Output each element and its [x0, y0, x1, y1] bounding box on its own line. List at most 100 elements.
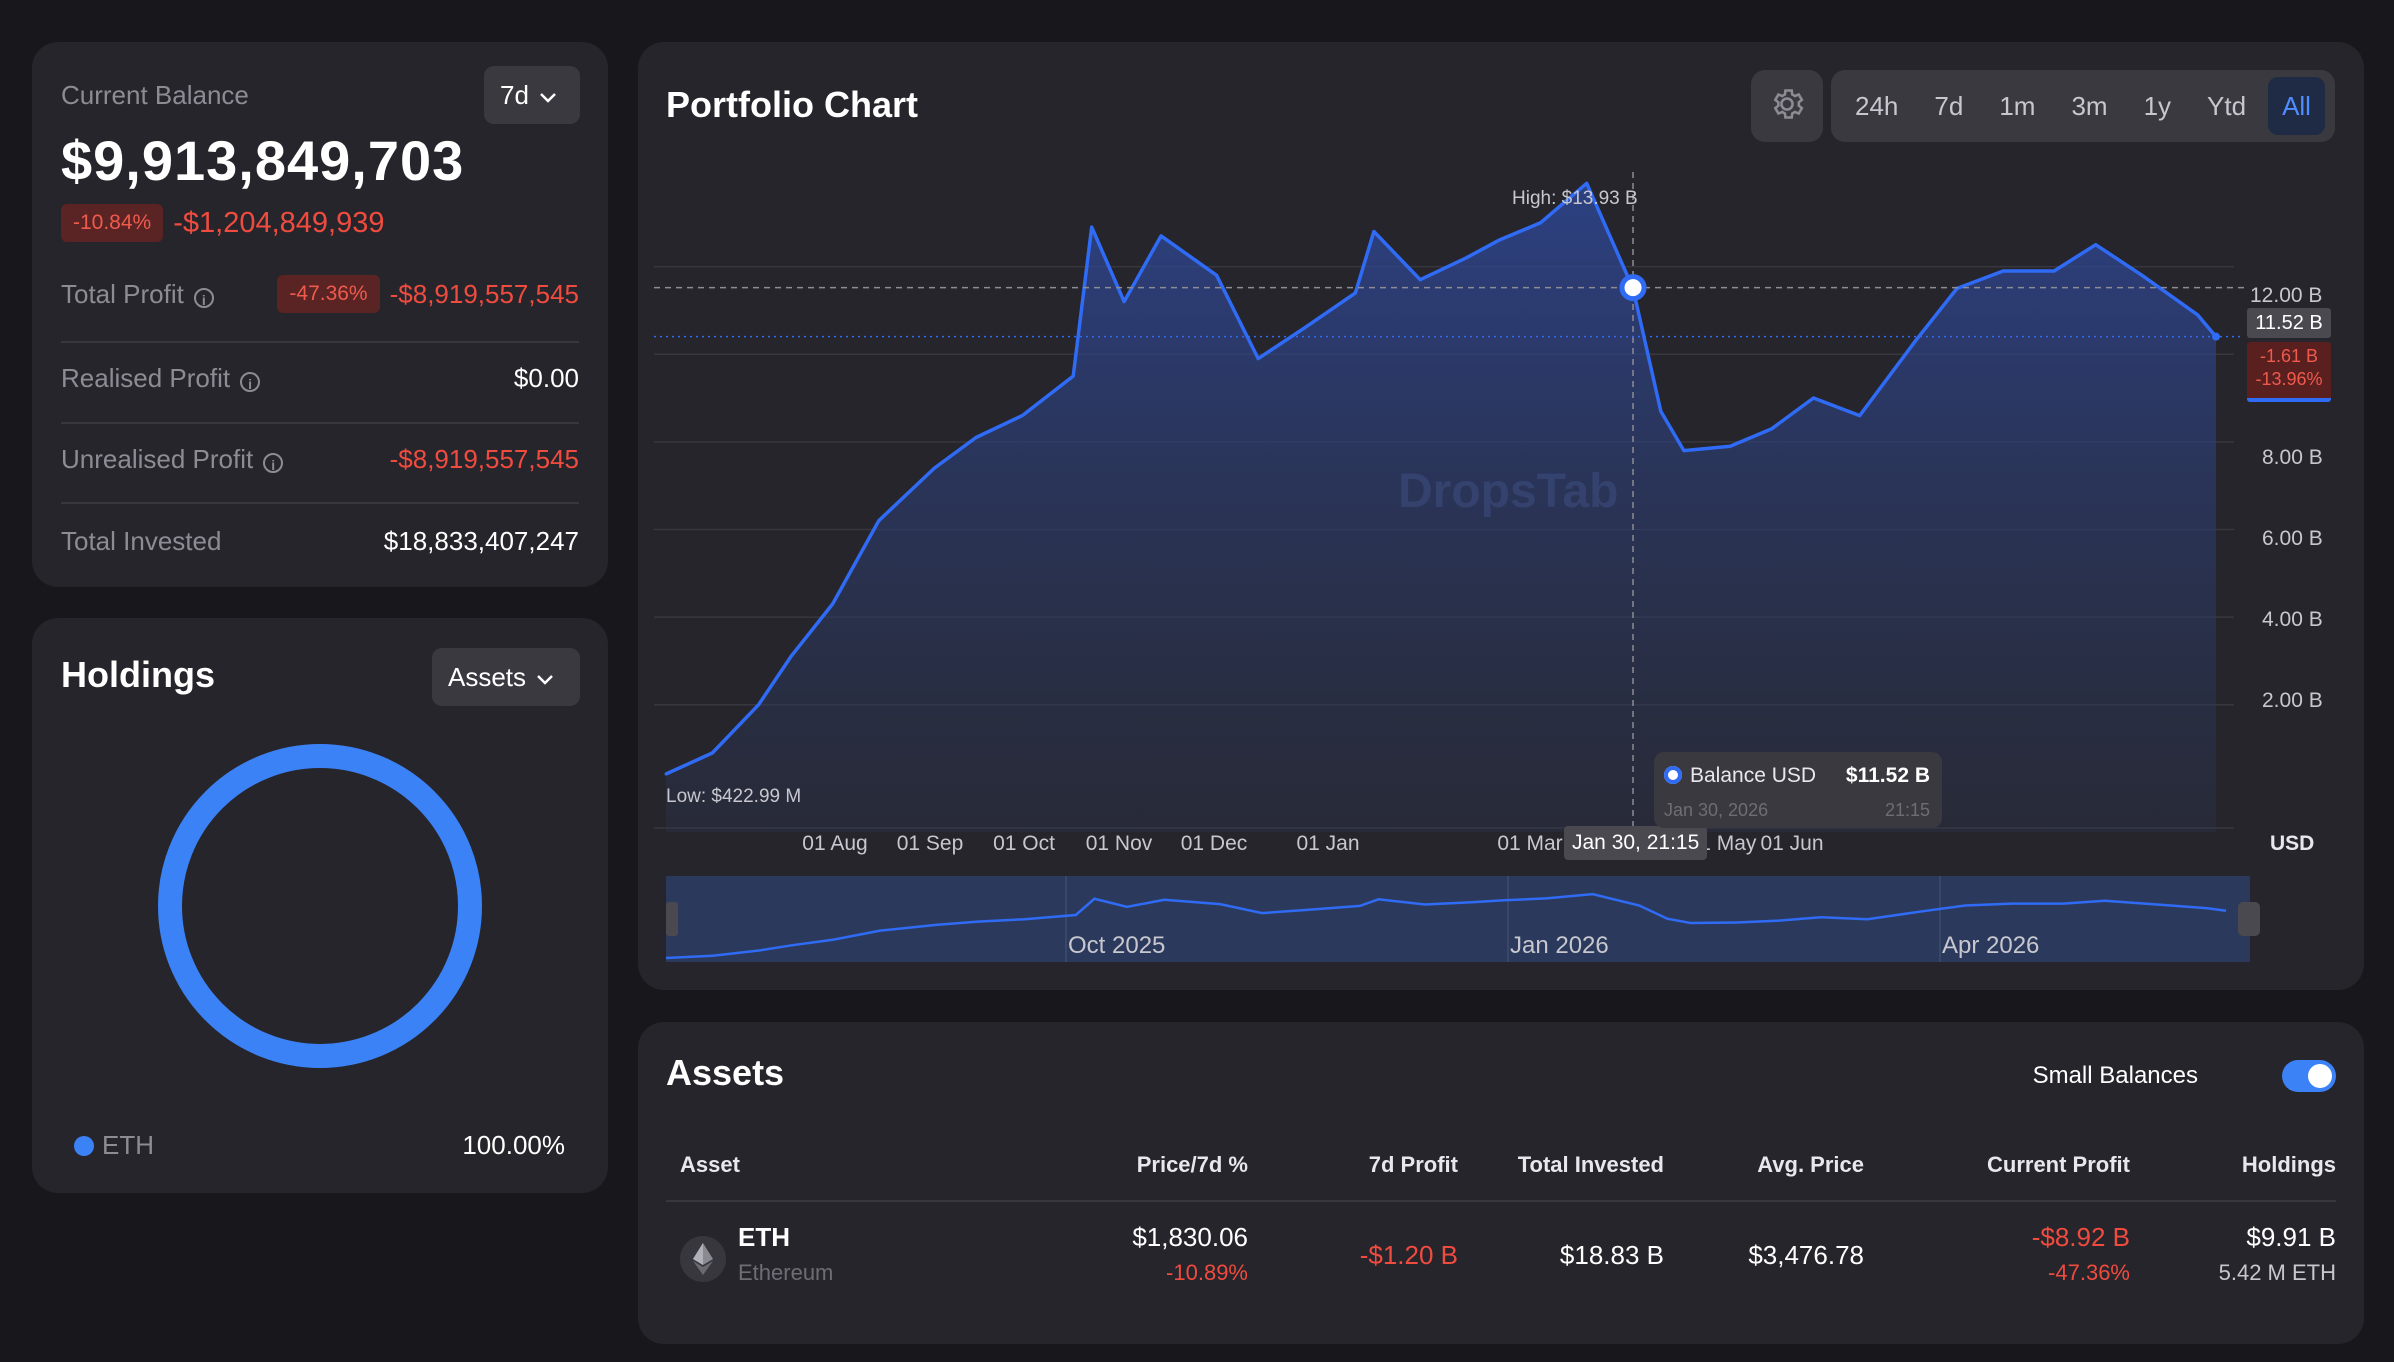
navigator-mini-chart	[666, 876, 2227, 962]
x-tick-label: 01 Jun	[1760, 832, 1824, 855]
data-point	[2001, 269, 2005, 273]
timeframe-ytd[interactable]: Ytd	[2207, 91, 2247, 121]
data-point	[2052, 269, 2056, 273]
column-header-price[interactable]: Price/7d %	[1136, 1152, 1248, 1177]
column-header-avg-price[interactable]: Avg. Price	[1757, 1152, 1864, 1177]
table-row[interactable]: ETH Ethereum $1,830.06 -10.89% -$1.20 B …	[638, 1202, 2364, 1328]
data-point	[2140, 273, 2144, 277]
data-point	[1682, 449, 1686, 453]
holdings-card: Holdings Assets ETH 100.00%	[32, 618, 608, 1193]
x-tick-label: 01 Nov	[1085, 832, 1153, 855]
data-point	[1256, 357, 1260, 361]
y-tick-label: 8.00 B	[2262, 446, 2323, 469]
y-tick-label: 2.00 B	[2262, 689, 2323, 712]
small-balances-label: Small Balances	[2032, 1062, 2198, 1089]
balance-card: Current Balance 7d $9,913,849,703 -10.84…	[32, 42, 608, 587]
data-point	[877, 519, 881, 523]
asset-current-profit: -$8.92 B	[2031, 1222, 2130, 1252]
legend-asset-pct: 100.00%	[462, 1130, 565, 1160]
x-tick-label: 01 Mar	[1497, 832, 1563, 855]
x-tick-label: 01 Oct	[993, 832, 1055, 855]
data-point	[932, 466, 936, 470]
unrealised-profit-label: Unrealised Profit	[61, 443, 254, 474]
chart-low-label: Low: $422.99 M	[666, 786, 802, 807]
table-divider	[666, 1200, 2336, 1202]
data-point	[1770, 427, 1774, 431]
info-icon[interactable]: i	[193, 288, 214, 309]
navigator-label: Oct 2025	[1068, 932, 1166, 959]
data-point	[1303, 326, 1307, 330]
data-point	[757, 703, 761, 707]
timeframe-3m[interactable]: 3m	[2071, 91, 2108, 121]
series-line-balance	[665, 181, 2218, 776]
change-pct-tag: -13.96%	[2255, 369, 2323, 389]
data-point	[2094, 243, 2098, 247]
timeframe-1y[interactable]: 1y	[2143, 91, 2172, 121]
data-point	[974, 435, 978, 439]
column-header-total-invested[interactable]: Total Invested	[1517, 1152, 1664, 1177]
x-tick-label: 01 Dec	[1180, 832, 1248, 855]
timeframe-7d[interactable]: 7d	[1934, 91, 1964, 121]
asset-current-profit-pct: -47.36%	[2048, 1260, 2130, 1285]
divider	[61, 502, 579, 504]
data-point	[1215, 273, 1219, 277]
balance-change-abs: -$1,204,849,939	[173, 206, 385, 239]
asset-avg-price: $3,476.78	[1748, 1240, 1864, 1270]
navigator-left-handle[interactable]	[666, 902, 678, 936]
timeframe-all[interactable]: All	[2268, 77, 2325, 135]
y-tick-label: 6.00 B	[2262, 527, 2323, 550]
data-point	[1020, 414, 1024, 418]
info-icon[interactable]: i	[240, 372, 261, 393]
divider	[61, 422, 579, 424]
tooltip-time: 21:15	[1884, 800, 1930, 820]
chart-settings-button[interactable]	[1751, 70, 1823, 142]
realised-profit-label: Realised Profit	[61, 362, 231, 393]
timeframe-selector: 24h 7d 1m 3m 1y Ytd All	[1831, 70, 2335, 142]
chevron-down-icon	[539, 80, 557, 111]
current-balance-label: Current Balance	[61, 80, 249, 110]
donut-slice-eth[interactable]	[158, 744, 482, 1068]
holdings-donut-chart	[158, 744, 482, 1068]
data-point	[1159, 234, 1163, 238]
realised-profit-row: Realised Profit i $0.00	[61, 358, 579, 398]
column-header-asset[interactable]: Asset	[680, 1152, 740, 1177]
asset-symbol: ETH	[738, 1222, 790, 1252]
data-point	[831, 602, 835, 606]
navigator-right-handle[interactable]	[2238, 902, 2260, 936]
portfolio-chart-card: Portfolio Chart 24h 7d 1m 3m 1y Ytd All High: …	[638, 42, 2364, 990]
small-balances-toggle[interactable]	[2282, 1060, 2336, 1092]
data-point	[664, 772, 668, 776]
x-tick-label: 01 Sep	[896, 832, 964, 855]
navigator-series-line	[666, 892, 2227, 960]
data-point	[1659, 409, 1663, 413]
crosshair-marker	[1619, 274, 1647, 302]
column-header-holdings[interactable]: Holdings	[2241, 1152, 2336, 1177]
timeframe-24h[interactable]: 24h	[1855, 91, 1899, 121]
tooltip-value: $11.52 B	[1845, 764, 1930, 787]
change-tag: -1.61 B -13.96%	[2247, 342, 2331, 402]
column-header-7d-profit[interactable]: 7d Profit	[1368, 1152, 1458, 1177]
chart-title: Portfolio Chart	[666, 84, 918, 125]
x-tick-label: 01 Aug	[802, 832, 868, 855]
realised-profit-value: $0.00	[513, 362, 579, 393]
x-tick-label: 01 Jan	[1296, 832, 1360, 855]
data-point	[1585, 181, 1589, 185]
column-header-current-profit[interactable]: Current Profit	[1987, 1152, 2130, 1177]
divider	[61, 341, 579, 343]
asset-holdings-amount: 5.42 M ETH	[2218, 1260, 2336, 1285]
total-profit-pct-badge: -47.36%	[277, 275, 380, 313]
navigator-label: Apr 2026	[1942, 932, 2040, 959]
period-dropdown[interactable]: 7d	[484, 66, 580, 124]
asset-name: Ethereum	[738, 1260, 834, 1285]
last-point-marker	[2212, 332, 2220, 341]
total-profit-value: -$8,919,557,545	[389, 278, 579, 309]
data-point	[1913, 339, 1917, 343]
data-point	[1071, 374, 1075, 378]
assets-card: Assets Small Balances Asset Price/7d % 7…	[638, 1022, 2364, 1344]
chart-navigator[interactable]	[666, 876, 2250, 962]
holdings-view-dropdown[interactable]: Assets	[432, 648, 580, 706]
navigator-label: Jan 2026	[1510, 932, 1609, 959]
info-icon[interactable]: i	[263, 453, 284, 474]
timeframe-1m[interactable]: 1m	[1999, 91, 2036, 121]
portfolio-area-chart[interactable]	[638, 42, 2364, 990]
